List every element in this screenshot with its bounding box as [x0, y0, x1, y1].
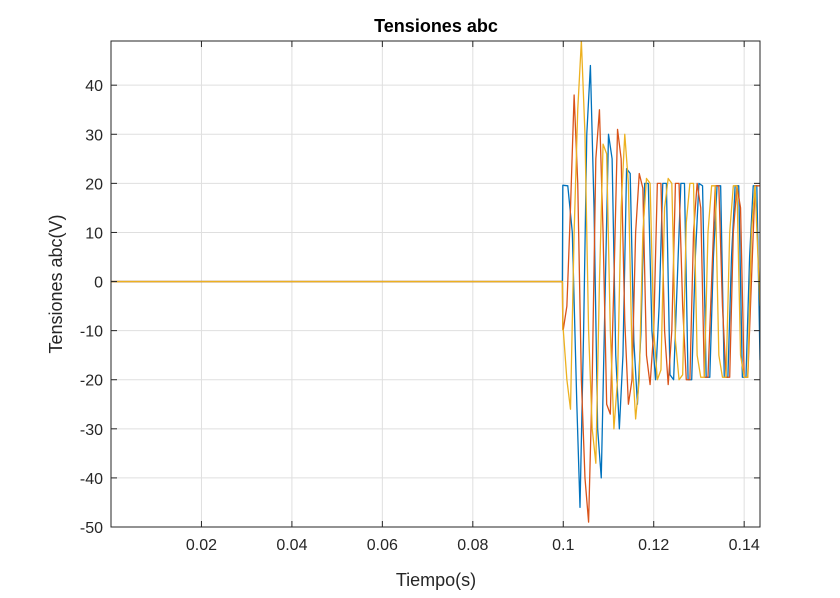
y-tick-label: -40 [80, 471, 103, 488]
y-tick-label: -20 [80, 373, 103, 390]
series-layer [111, 41, 760, 523]
axes-box [110, 40, 761, 528]
y-tick-label: 20 [85, 176, 103, 193]
plot-area [111, 41, 760, 527]
x-tick-label: 0.14 [729, 537, 760, 554]
x-tick-label: 0.02 [186, 537, 217, 554]
y-tick-label: -50 [80, 520, 103, 537]
x-tick-label: 0.12 [638, 537, 669, 554]
y-tick-label: -30 [80, 422, 103, 439]
y-tick-label: 40 [85, 78, 103, 95]
y-tick-label: -10 [80, 324, 103, 341]
x-tick-label: 0.08 [457, 537, 488, 554]
x-tick-label: 0.06 [367, 537, 398, 554]
y-tick-label: 30 [85, 127, 103, 144]
y-tick-labels: -50 -40 -30 -20 -10 0 10 20 30 40 [80, 78, 103, 537]
x-axis-label: Tiempo(s) [396, 570, 476, 590]
x-tick-label: 0.04 [276, 537, 307, 554]
series-line-3 [111, 41, 760, 464]
y-tick-label: 0 [94, 275, 103, 292]
y-axis-label: Tensiones abc(V) [46, 214, 66, 353]
x-tick-label: 0.1 [552, 537, 574, 554]
ticks [111, 41, 760, 528]
y-tick-label: 10 [85, 225, 103, 242]
series-line-2 [111, 94, 760, 523]
chart-title: Tensiones abc [374, 16, 498, 36]
x-tick-labels: 0.02 0.04 0.06 0.08 0.1 0.12 0.14 [186, 537, 760, 554]
